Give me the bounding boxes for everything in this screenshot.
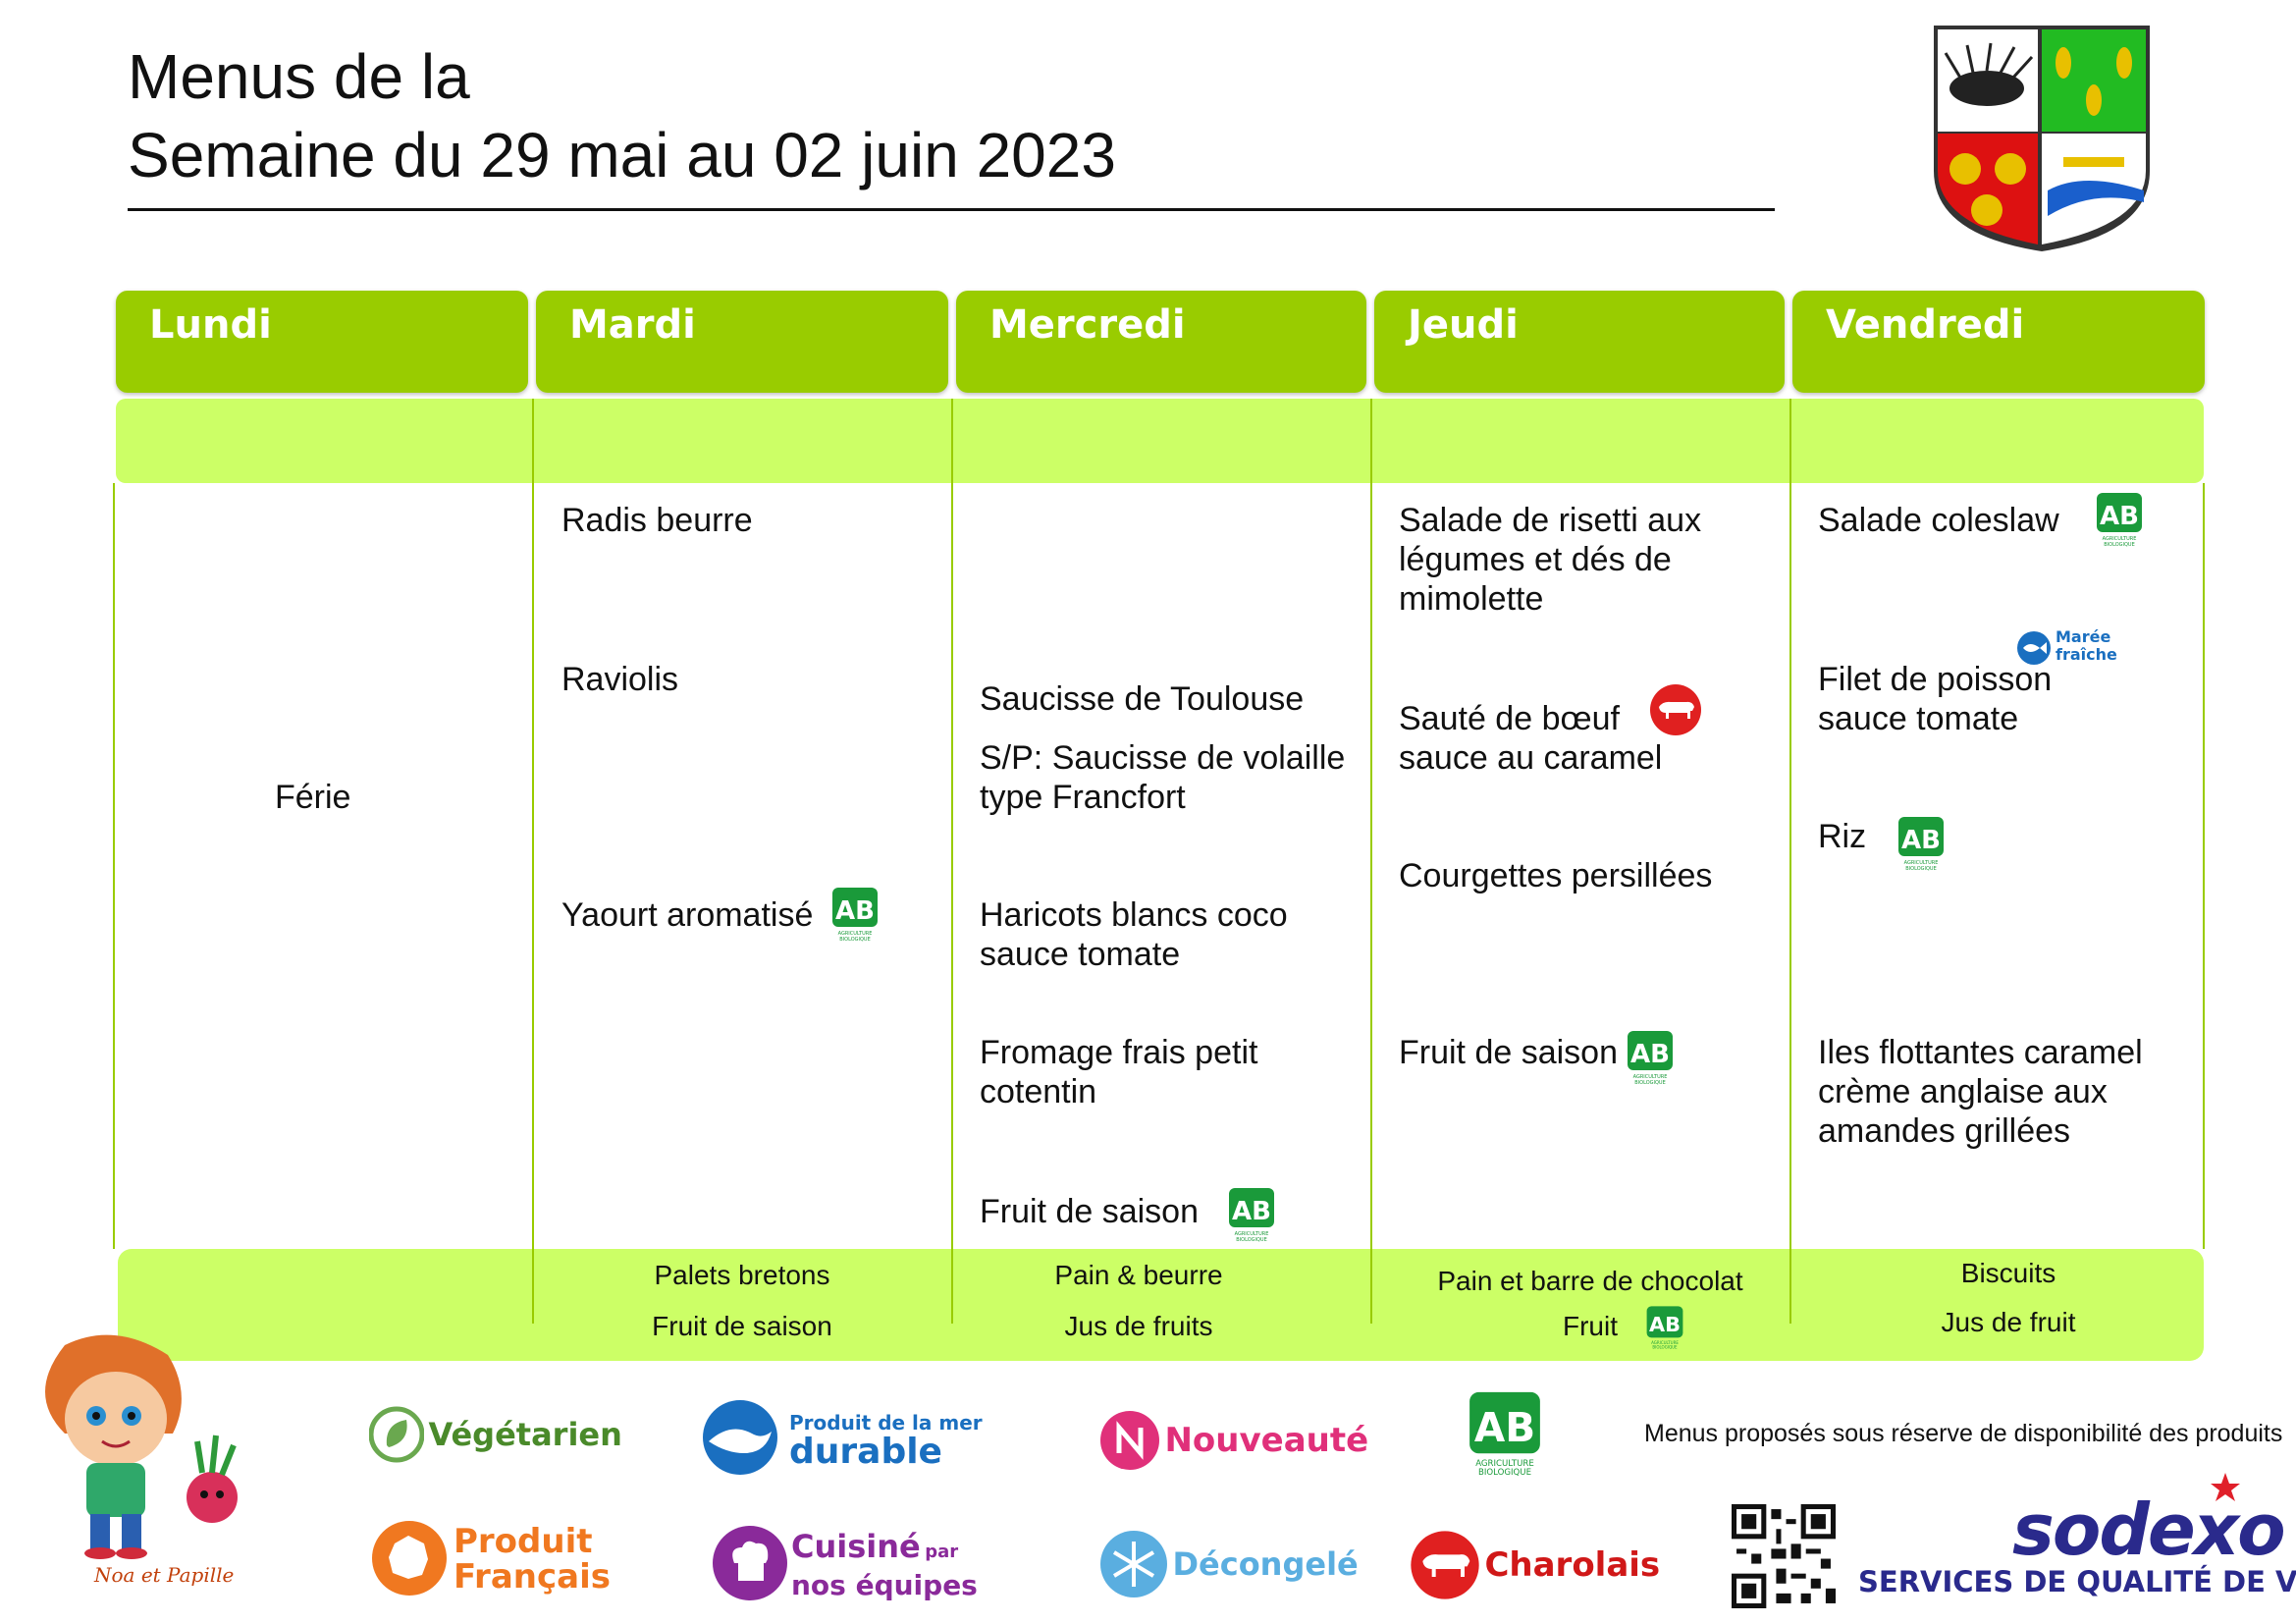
gouter-band [118,1249,2204,1361]
wave-icon [703,1400,777,1475]
legend-nouveaute: Nouveauté [1099,1410,1368,1471]
title-rule [128,208,1775,211]
svg-text:AGRICULTURE: AGRICULTURE [1475,1459,1534,1469]
lundi-ferie: Férie [275,779,351,816]
vendredi-main: Filet de poisson sauce tomate [1818,661,2053,737]
chef-hat-icon [713,1526,787,1600]
mascot-illustration [45,1334,238,1559]
svg-text:AGRICULTURE: AGRICULTURE [838,931,873,937]
maree-fraiche-badge: Marée fraîche [2016,628,2134,666]
gouter-vendredi-2: Jus de fruit [1941,1307,2076,1337]
svg-text:BIOLOGIQUE: BIOLOGIQUE [1652,1345,1678,1350]
mercredi-main-alt: S/P: Saucisse de volaille type Francfort [980,739,1346,816]
svg-text:BIOLOGIQUE: BIOLOGIQUE [1478,1468,1531,1478]
title-line-1: Menus de la [128,41,470,112]
svg-text:AGRICULTURE: AGRICULTURE [1235,1231,1269,1237]
svg-text:BIOLOGIQUE: BIOLOGIQUE [839,937,871,943]
gouter-mercredi-2: Jus de fruits [1064,1311,1213,1341]
gouter-vendredi-1: Biscuits [1960,1258,2056,1288]
svg-text:BIOLOGIQUE: BIOLOGIQUE [2104,542,2135,548]
vendredi-starter: Salade coleslaw [1818,502,2059,539]
sub-header-band [116,399,2204,483]
gouter-mercredi-1: Pain & beurre [1054,1260,1223,1290]
mascot-noa-et-papille: Noa et Papille [6,1326,251,1591]
column-divider [951,399,953,1324]
page-title: Menus de la Semaine du 29 mai au 02 juin… [128,37,1116,194]
vendredi-side: Riz [1818,818,1867,855]
column-divider [532,399,534,1324]
gouter-mardi-2: Fruit de saison [652,1311,832,1341]
jeudi-starter: Salade de risetti aux légumes et dés de … [1399,502,1702,618]
jeudi-dessert: Fruit de saison [1399,1034,1618,1071]
qr-code[interactable] [1732,1504,1836,1608]
mardi-starter: Radis beurre [561,502,753,539]
fish-icon [2017,631,2051,665]
jeudi-main: Sauté de bœuf sauce au caramel [1399,700,1663,777]
svg-text:AB: AB [1474,1404,1535,1451]
column-divider [1789,399,1791,1324]
svg-text:AGRICULTURE: AGRICULTURE [1651,1340,1679,1345]
svg-text:AB: AB [1630,1040,1670,1069]
svg-text:BIOLOGIQUE: BIOLOGIQUE [1905,866,1937,872]
svg-text:AGRICULTURE: AGRICULTURE [1633,1074,1668,1080]
column-divider [1370,399,1372,1324]
ab-bio-icon: AB AGRICULTURE BIOLOGIQUE [2097,493,2142,548]
sodexo-logo: sodexo [2012,1489,2286,1571]
day-header-mercredi: Mercredi [956,291,1366,393]
mardi-dairy: Yaourt aromatisé [561,896,814,934]
svg-text:AGRICULTURE: AGRICULTURE [1904,860,1939,866]
ab-bio-icon: AB AGRICULTURE BIOLOGIQUE [1898,817,1944,872]
svg-text:AB: AB [1649,1313,1681,1336]
svg-text:AB: AB [1232,1197,1271,1226]
column-border-left [113,483,115,1249]
disclaimer-note: Menus proposés sous réserve de disponibi… [1644,1420,2283,1447]
vegetarian-leaf-icon [368,1406,425,1463]
charolais-icon [1650,684,1701,735]
legend-decongele: Décongelé [1099,1530,1359,1598]
svg-text:AB: AB [2100,502,2139,531]
jeudi-side: Courgettes persillées [1399,857,1713,894]
ab-bio-icon: AB AGRICULTURE BIOLOGIQUE [1229,1188,1274,1243]
day-header-vendredi: Vendredi [1792,291,2205,393]
svg-text:AGRICULTURE: AGRICULTURE [2103,536,2137,542]
mercredi-dessert: Fruit de saison [980,1193,1199,1230]
vendredi-dessert: Iles flottantes caramel crème anglaise a… [1818,1034,2143,1150]
gouter-mardi-1: Palets bretons [654,1260,830,1290]
mercredi-side: Haricots blancs coco sauce tomate [980,896,1288,973]
cow-icon [1411,1531,1479,1599]
day-header-jeudi: Jeudi [1374,291,1785,393]
mercredi-main: Saucisse de Toulouse [980,680,1305,718]
ab-bio-icon: AB AGRICULTURE BIOLOGIQUE [1628,1031,1673,1086]
ab-bio-icon: AB AGRICULTURE BIOLOGIQUE [1646,1306,1683,1350]
gouter-jeudi-1: Pain et barre de chocolat [1437,1266,1743,1296]
gouter-jeudi-2: Fruit [1563,1311,1618,1341]
svg-text:AB: AB [1901,826,1941,855]
snowflake-icon [1100,1531,1167,1597]
legend-charolais: Charolais [1410,1530,1660,1600]
svg-text:BIOLOGIQUE: BIOLOGIQUE [1236,1237,1267,1243]
coat-of-arms-logo [1934,26,2150,251]
sodexo-tagline: SERVICES DE QUALITÉ DE VIE [1858,1565,2296,1598]
ab-bio-legend-icon: AB AGRICULTURE BIOLOGIQUE [1469,1391,1540,1478]
legend-vegetarien: Végétarien [368,1402,622,1467]
sodexo-star-icon [2211,1473,2240,1501]
day-header-lundi: Lundi [116,291,528,393]
mercredi-cheese: Fromage frais petit cotentin [980,1034,1258,1110]
mardi-main: Raviolis [561,661,679,698]
svg-text:BIOLOGIQUE: BIOLOGIQUE [1634,1080,1666,1086]
title-line-2: Semaine du 29 mai au 02 juin 2023 [128,120,1116,190]
column-border-right [2203,483,2205,1249]
ab-bio-icon: AB AGRICULTURE BIOLOGIQUE [832,888,878,943]
svg-text:AB: AB [835,896,875,926]
france-map-icon [372,1521,447,1596]
nouveaute-n-icon [1100,1411,1159,1470]
day-header-mardi: Mardi [536,291,948,393]
